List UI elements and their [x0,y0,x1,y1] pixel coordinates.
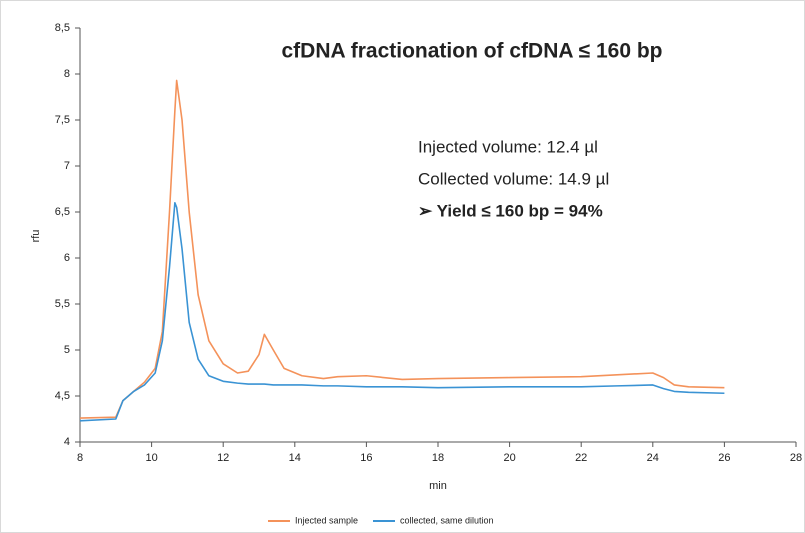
x-axis-label: min [429,480,447,492]
x-tick-label: 18 [432,452,444,464]
y-tick-label: 5,5 [55,298,70,310]
y-tick-label: 4 [64,436,70,448]
x-tick-label: 14 [289,452,301,464]
y-tick-label: 8 [64,68,70,80]
x-tick-label: 20 [503,452,515,464]
x-tick-label: 28 [790,452,802,464]
x-tick-label: 22 [575,452,587,464]
x-tick-label: 12 [217,452,229,464]
y-tick-label: 7 [64,160,70,172]
x-tick-label: 24 [647,452,659,464]
y-tick-label: 6,5 [55,206,70,218]
annotation: ➢ Yield ≤ 160 bp = 94% [418,201,603,220]
y-tick-label: 6 [64,252,70,264]
x-tick-label: 8 [77,452,83,464]
x-tick-label: 16 [360,452,372,464]
y-axis-label: rfu [30,230,42,243]
y-tick-label: 8,5 [55,22,70,34]
legend-label: collected, same dilution [400,515,494,525]
y-tick-label: 7,5 [55,114,70,126]
data-line [79,79,725,419]
chart-title: cfDNA fractionation of cfDNA ≤ 160 bp [282,40,663,63]
y-tick-label: 5 [64,344,70,356]
legend-label: Injected sample [295,515,358,525]
x-tick-label: 26 [718,452,730,464]
data-line [79,202,725,422]
x-tick-label: 10 [145,452,157,464]
y-tick-label: 4,5 [55,390,70,402]
annotation: Injected volume: 12.4 µl [418,137,598,156]
annotation: Collected volume: 14.9 µl [418,169,609,188]
